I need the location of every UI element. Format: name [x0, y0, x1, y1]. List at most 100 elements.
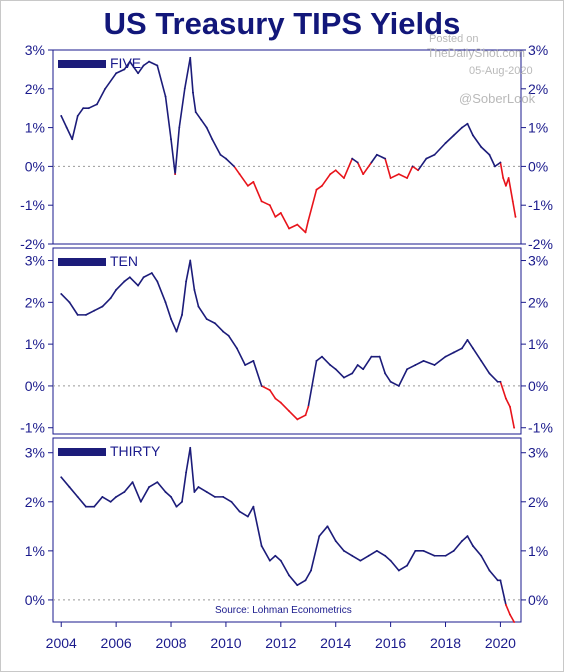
data-point-ten — [101, 305, 104, 308]
y-tick-label-left: 1% — [25, 543, 45, 559]
line-segment-thirty — [304, 569, 312, 582]
line-segment-thirty — [140, 486, 150, 503]
line-segment-ten — [356, 364, 364, 371]
y-tick-label-left: 2% — [25, 294, 45, 310]
line-segment-ten — [505, 397, 511, 408]
data-point-five — [452, 134, 455, 137]
y-tick-label-right: 2% — [528, 494, 548, 510]
data-point-ten — [505, 397, 507, 400]
data-point-five — [71, 138, 74, 141]
data-point-five — [406, 177, 408, 179]
y-tick-label-left: 0% — [25, 592, 45, 608]
line-segment-five — [376, 153, 386, 160]
panel-frame-five — [52, 49, 522, 245]
y-tick-label-left: 2% — [25, 494, 45, 510]
y-tick-label-left: 1% — [25, 120, 45, 136]
y-tick-label-left: -1% — [20, 197, 45, 213]
data-point-five — [178, 126, 181, 129]
data-point-ten — [170, 318, 172, 320]
data-point-ten — [252, 359, 255, 362]
line-segment-thirty — [499, 579, 507, 606]
data-point-five — [417, 169, 419, 172]
line-segment-five — [137, 64, 145, 75]
data-point-thirty — [461, 540, 463, 542]
line-segment-thirty — [93, 496, 104, 508]
panel-frame-thirty — [52, 437, 522, 623]
line-segment-five — [466, 122, 474, 137]
watermark-site: TheDailyShot.com — [427, 46, 525, 60]
data-point-thirty — [123, 491, 126, 493]
line-segment-ten — [205, 318, 216, 325]
data-point-five — [425, 157, 428, 160]
data-point-ten — [109, 297, 112, 300]
data-point-five — [189, 56, 192, 59]
line-segment-thirty — [205, 491, 216, 498]
data-point-ten — [175, 330, 178, 333]
series-label-ten: TEN — [110, 253, 138, 269]
data-point-thirty — [109, 500, 112, 503]
line-segment-thirty — [359, 554, 370, 562]
line-segment-ten — [193, 288, 200, 308]
line-segment-five — [329, 169, 337, 175]
line-segment-thirty — [398, 564, 408, 572]
y-tick-label-right: 3% — [528, 445, 548, 461]
line-segment-ten — [461, 339, 469, 350]
data-point-five — [233, 165, 236, 168]
data-point-five — [252, 181, 255, 183]
data-point-ten — [362, 368, 365, 371]
data-point-thirty — [505, 603, 507, 606]
data-point-ten — [461, 347, 463, 350]
data-point-ten — [433, 364, 436, 366]
data-point-thirty — [452, 549, 455, 552]
line-segment-thirty — [68, 486, 79, 498]
y-tick-label-left: 0% — [25, 378, 45, 394]
data-point-thirty — [509, 613, 511, 616]
data-point-thirty — [488, 569, 491, 572]
x-tick-label: 2004 — [46, 635, 77, 651]
data-point-ten — [193, 288, 196, 291]
line-segment-ten — [406, 364, 417, 371]
data-point-five — [384, 157, 387, 160]
panel-thirty: 0% 0% 1% 1% 2% 2% 3% 3% THIRTY — [25, 437, 548, 623]
data-point-five — [304, 231, 307, 234]
line-segment-ten — [109, 288, 117, 299]
line-segment-five — [65, 126, 74, 141]
data-point-ten — [296, 418, 299, 421]
y-tick-label-left: 3% — [25, 445, 45, 461]
watermark-handle: @SoberLook — [459, 91, 536, 106]
data-point-thirty — [185, 471, 188, 474]
data-point-ten — [123, 280, 126, 283]
line-segment-ten — [129, 276, 139, 287]
data-point-five — [82, 107, 85, 110]
data-point-thirty — [131, 481, 134, 484]
line-segment-ten — [137, 276, 145, 287]
line-segment-thirty — [509, 613, 515, 623]
data-point-thirty — [414, 549, 417, 552]
data-point-five — [260, 200, 263, 203]
line-segment-ten — [452, 347, 463, 354]
line-segment-ten — [351, 364, 359, 375]
x-tick-label: 2014 — [320, 635, 351, 651]
line-segment-ten — [433, 355, 447, 366]
data-point-thirty — [406, 564, 408, 567]
line-segment-thirty — [109, 496, 117, 503]
data-point-five — [156, 64, 159, 67]
line-segment-thirty — [488, 569, 499, 582]
line-segment-thirty — [326, 525, 337, 542]
legend-swatch-thirty — [58, 448, 106, 456]
data-point-five — [115, 72, 118, 75]
source-note: Source: Lohman Econometrics — [215, 605, 352, 616]
y-tick-label-right: 0% — [528, 378, 548, 394]
y-tick-label-right: 0% — [528, 592, 548, 608]
data-point-thirty — [466, 535, 469, 538]
line-segment-five — [362, 161, 373, 175]
data-point-thirty — [76, 495, 79, 498]
data-point-ten — [406, 368, 408, 371]
x-tick-label: 2012 — [265, 635, 296, 651]
data-point-ten — [76, 313, 79, 316]
data-point-ten — [150, 272, 153, 274]
data-point-ten — [189, 259, 192, 262]
x-tick-label: 2008 — [155, 635, 186, 651]
y-tick-label-left: 1% — [25, 336, 45, 352]
data-point-thirty — [252, 505, 255, 508]
